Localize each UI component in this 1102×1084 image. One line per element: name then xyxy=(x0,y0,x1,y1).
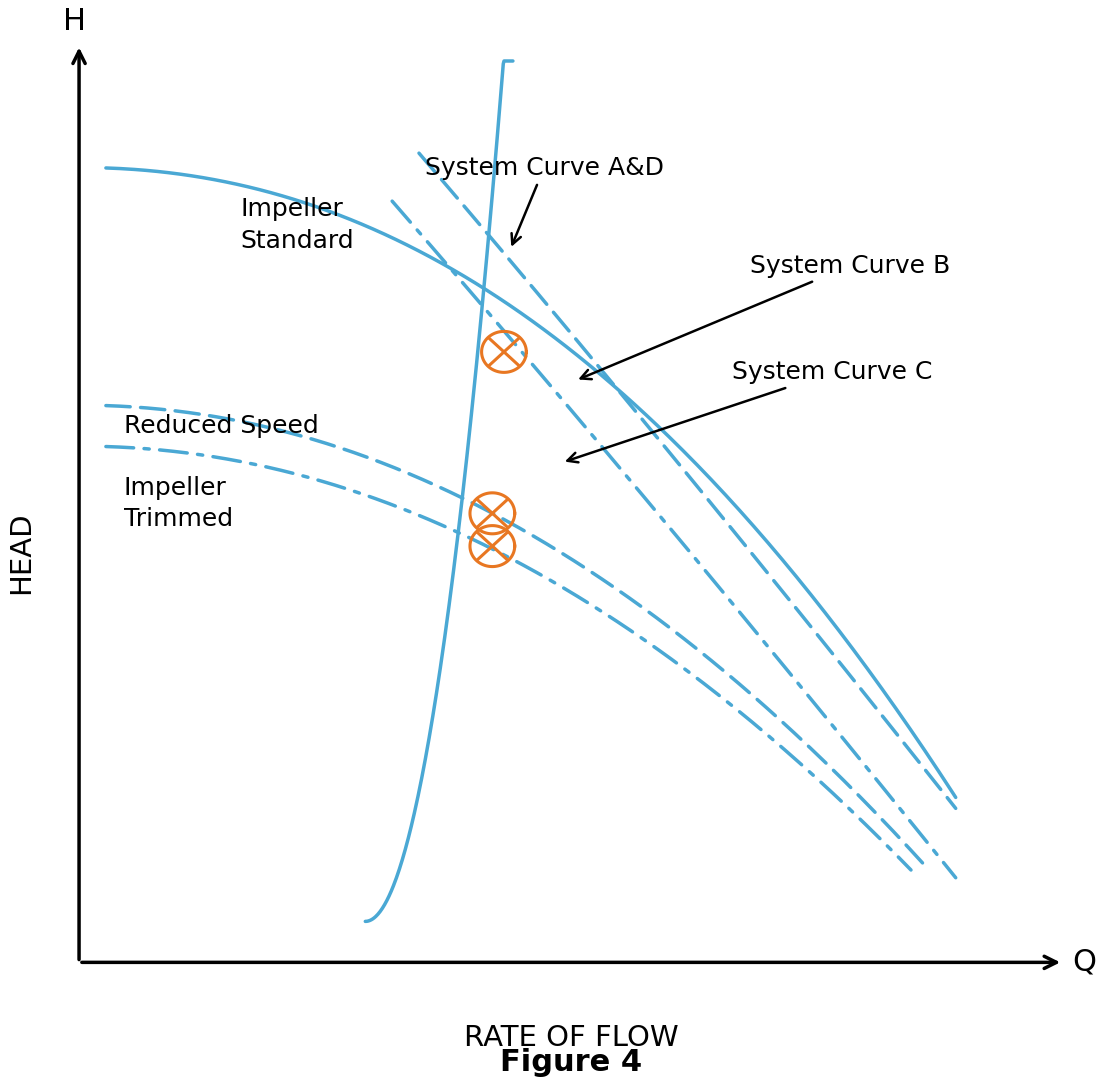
Text: System Curve C: System Curve C xyxy=(568,360,932,463)
Text: Figure 4: Figure 4 xyxy=(500,1048,642,1077)
Text: System Curve A&D: System Curve A&D xyxy=(424,155,663,244)
Text: Impeller
Standard: Impeller Standard xyxy=(240,197,354,253)
Text: System Curve B: System Curve B xyxy=(581,254,950,379)
Text: Reduced Speed: Reduced Speed xyxy=(123,414,318,438)
Text: Impeller
Trimmed: Impeller Trimmed xyxy=(123,476,233,531)
Text: HEAD: HEAD xyxy=(7,512,35,594)
Text: Q: Q xyxy=(1072,947,1096,977)
Text: H: H xyxy=(63,8,86,37)
Text: RATE OF FLOW: RATE OF FLOW xyxy=(464,1023,679,1051)
